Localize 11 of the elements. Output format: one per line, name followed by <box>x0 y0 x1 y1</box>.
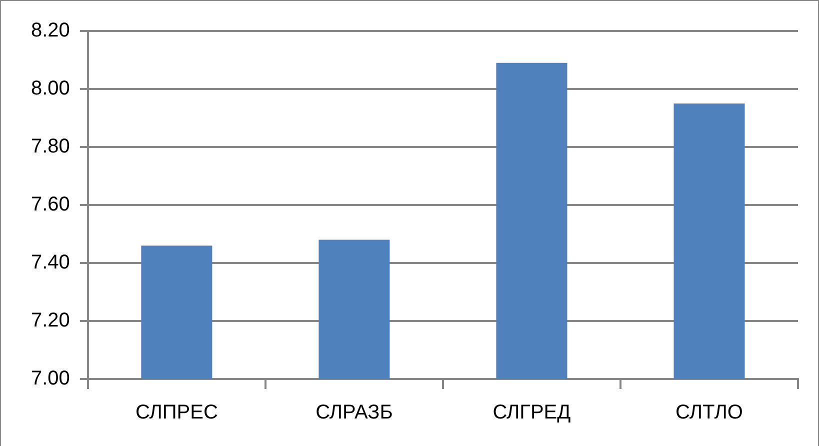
x-tick-label: СЛГРЕД <box>492 402 572 424</box>
y-tick-label: 8.00 <box>30 78 70 100</box>
x-tick-label: СЛТЛО <box>676 402 743 424</box>
y-tick-label: 7.80 <box>30 136 70 158</box>
y-tick-label: 8.20 <box>30 20 70 42</box>
x-tick-label: СЛРАЗБ <box>316 402 393 424</box>
y-tick-label: 7.60 <box>30 194 70 216</box>
y-tick-label: 7.20 <box>30 310 70 332</box>
x-tick-label: СЛПРЕС <box>135 402 218 424</box>
y-tick-label: 7.00 <box>30 368 70 390</box>
y-tick-label: 7.40 <box>30 252 70 274</box>
